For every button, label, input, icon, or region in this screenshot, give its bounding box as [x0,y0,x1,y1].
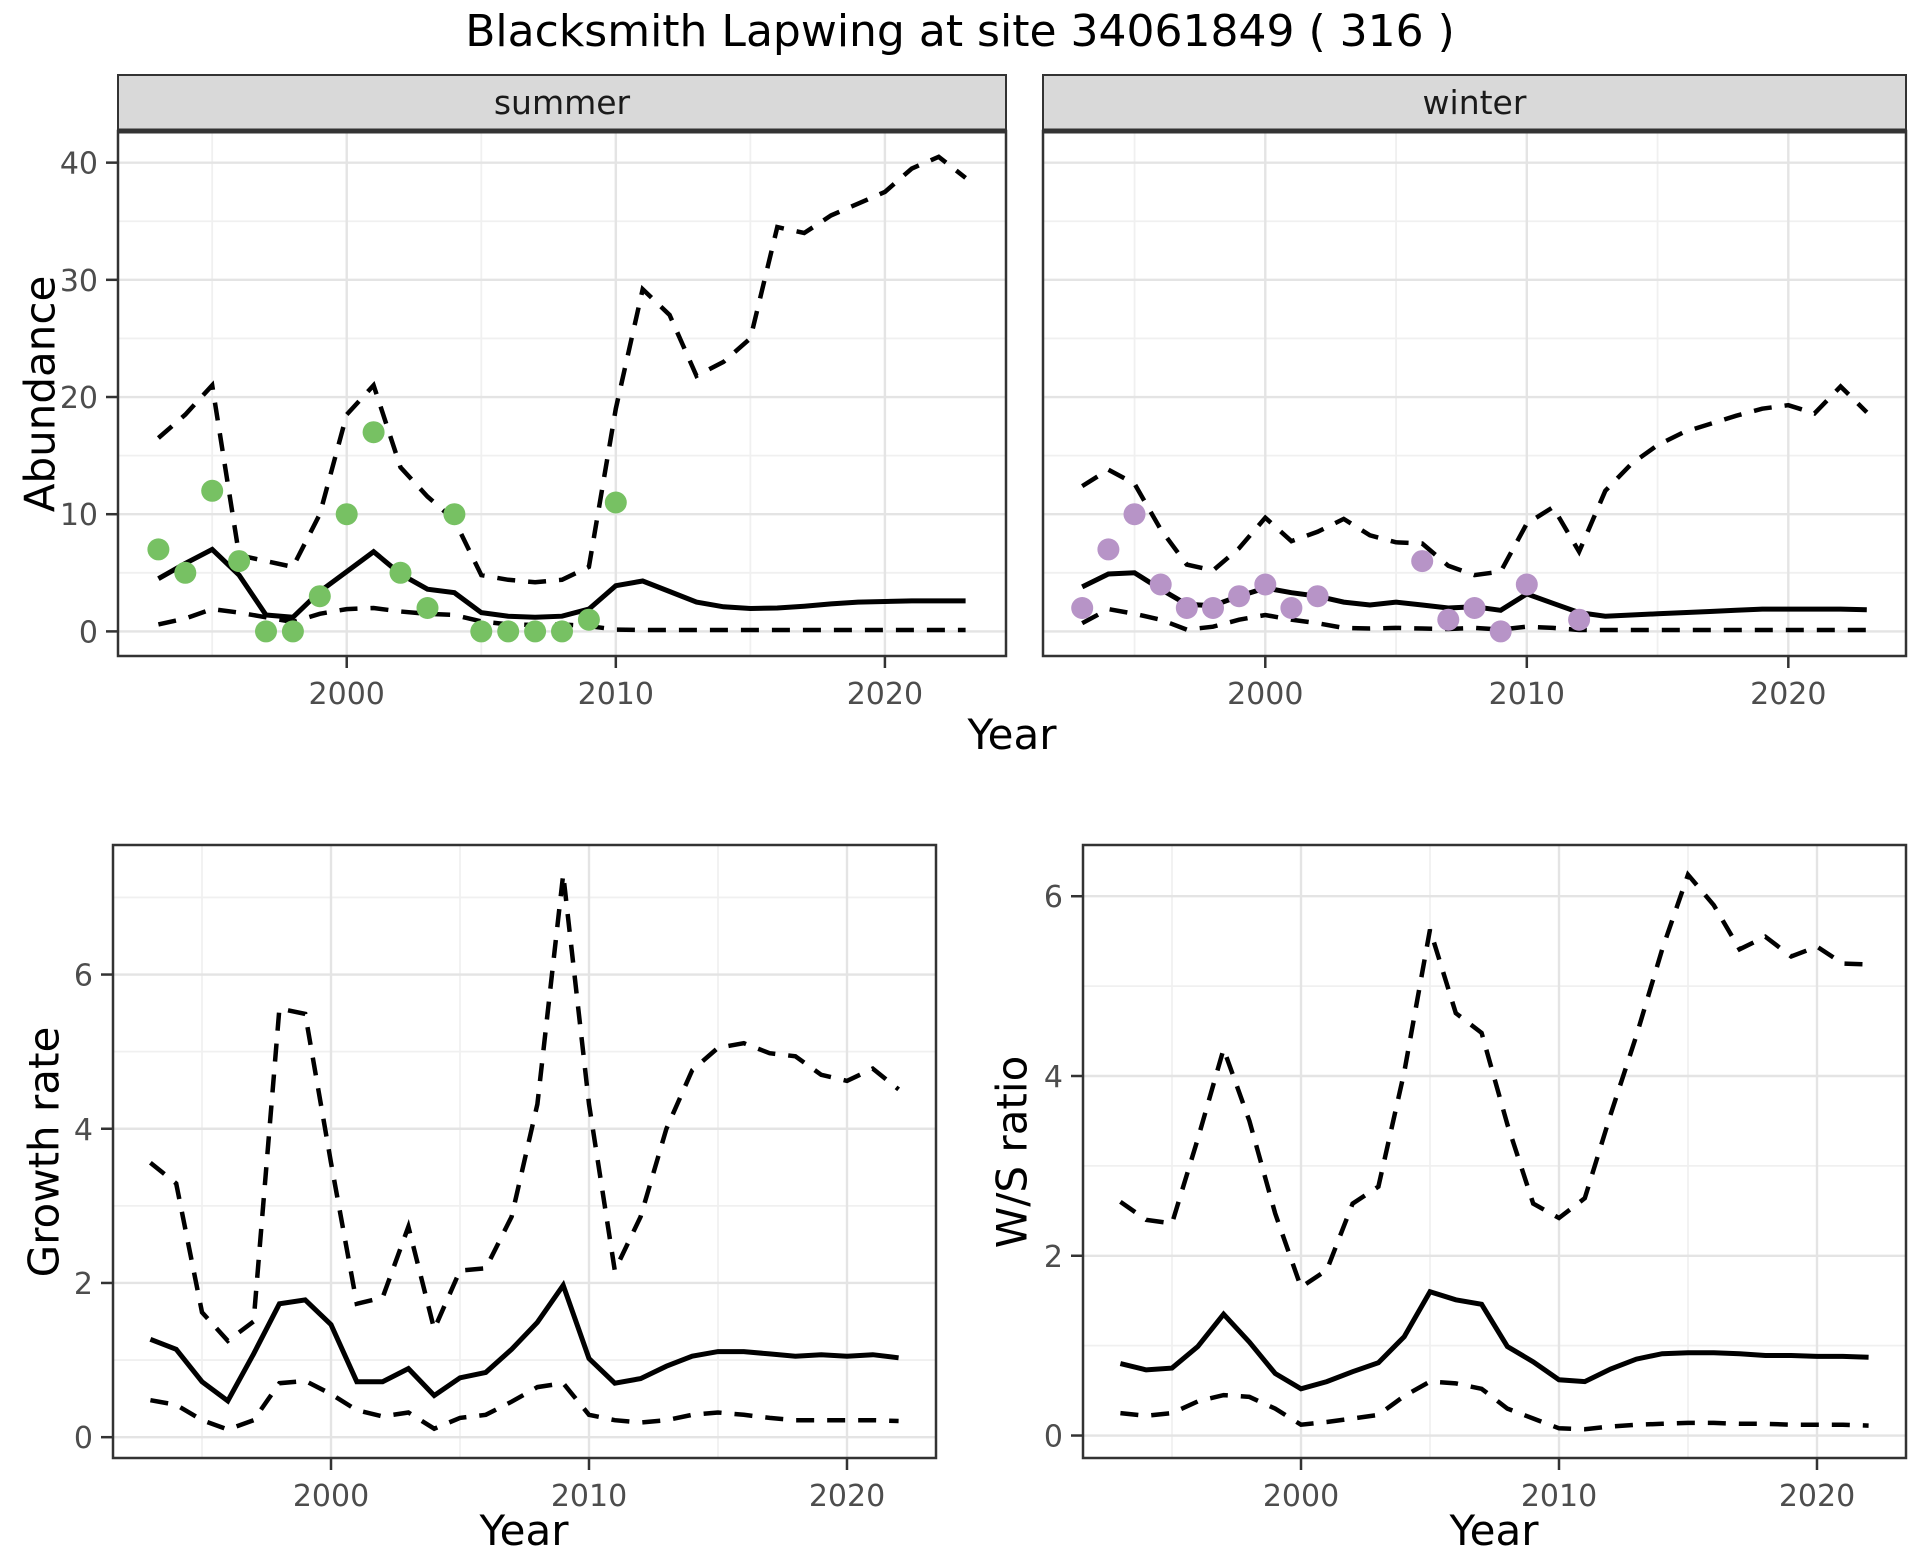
abundance_summer-observed-point [281,620,304,643]
y-tick-label: 2 [74,1267,93,1302]
abundance_winter-panel: 2000 2010 2020 [1041,74,1908,712]
y-tick-label: 0 [74,1421,93,1456]
y-axis-title-ws-ratio: W/S ratio [987,1055,1037,1249]
x-tick-label: 2000 [1227,677,1303,712]
abundance_summer-observed-point [228,550,251,573]
ws_ratio-panel: 2000 2010 2020 0 2 4 6 [1044,843,1908,1514]
ws_ratio-lower_ci-line [1120,1379,1869,1432]
abundance_summer-observed-point [389,561,412,584]
y-axis-title-growth-rate: Growth rate [19,1026,69,1278]
x-tick-label: 2010 [551,1479,627,1514]
y-tick-label: 10 [60,498,98,533]
y-tick-label: 4 [74,1113,93,1148]
abundance_winter-observed-point [1228,585,1251,608]
abundance_winter-observed-point [1568,608,1591,631]
abundance_winter-panel-background [1043,131,1906,656]
abundance_summer-mean-line [157,546,966,620]
x-tick-label: 2000 [1263,1479,1339,1514]
growth_rate-upper_ci-line [148,874,901,1344]
x-axis-title-year-ws: Year [1449,1506,1539,1555]
abundance_summer-observed-point [147,538,170,561]
abundance_winter-observed-point [1306,585,1329,608]
x-tick-label: 2000 [309,677,385,712]
x-tick-label: 2010 [1489,677,1565,712]
abundance_winter-observed-point [1463,597,1486,619]
ws_ratio-upper_ci-line [1119,870,1869,1291]
abundance_winter-facet-strip [1042,74,1907,132]
abundance_winter-observed-point [1097,538,1120,561]
x-tick-label: 2010 [1521,1479,1597,1514]
facet-label-summer: summer [493,83,631,122]
abundance_summer-observed-point [201,479,224,502]
abundance_winter-observed-point [1149,573,1172,596]
abundance_summer-observed-point [497,620,520,643]
growth_rate-panel: 2000 2010 2020 0 2 4 6 [74,843,938,1514]
y-tick-label: 40 [60,147,98,182]
abundance_summer-observed-point [470,620,493,643]
abundance_summer-observed-point [524,620,547,643]
x-tick-label: 2020 [1779,1479,1855,1514]
abundance_winter-observed-point [1411,550,1434,573]
y-axis-title-abundance: Abundance [15,275,65,513]
growth_rate-panel-background [113,845,936,1458]
ws_ratio-panel-background [1083,845,1906,1458]
abundance_winter-observed-point [1123,503,1146,526]
abundance_winter-observed-point [1515,573,1538,596]
x-tick-label: 2010 [578,677,654,712]
abundance_winter-observed-point [1437,608,1460,631]
x-tick-label: 2020 [847,677,923,712]
abundance_summer-observed-point [551,620,573,643]
plot-title: Blacksmith Lapwing at site 34061849 ( 31… [465,6,1455,57]
x-tick-label: 2000 [293,1479,369,1514]
growth_rate-lower_ci-line [150,1378,899,1432]
abundance_winter-observed-point [1175,597,1198,619]
abundance_summer-observed-point [416,597,439,619]
growth_rate-mean-line [149,1279,899,1405]
y-tick-label: 0 [1044,1420,1063,1455]
abundance_summer-observed-point [255,620,277,643]
abundance_winter-observed-point [1254,573,1277,596]
ws_ratio-mean-line [1119,1288,1869,1392]
abundance_summer-observed-point [335,503,358,526]
x-tick-label: 2020 [809,1479,885,1514]
abundance_summer-observed-point [577,608,600,631]
abundance_summer-observed-point [604,491,627,514]
abundance_summer-upper_ci-line [156,154,967,585]
abundance_summer-observed-point [443,503,466,526]
abundance_winter-observed-point [1489,620,1512,643]
abundance_summer-observed-point [174,561,197,584]
y-tick-label: 0 [79,615,98,650]
y-tick-label: 30 [60,264,98,299]
abundance_winter-lower_ci-line [1081,606,1867,633]
y-tick-label: 6 [1044,880,1063,915]
y-tick-label: 2 [1044,1240,1063,1275]
abundance_summer-observed-point [308,585,331,608]
abundance_summer-panel: 2000 2010 2020 0 10 20 30 40 [60,74,1008,712]
abundance_winter-observed-point [1071,597,1094,619]
ws_ratio-panel-border [1081,843,1908,1460]
x-axis-title-year-top: Year [967,710,1057,759]
y-tick-label: 20 [60,381,98,416]
abundance_summer-panel-background [118,131,1006,656]
x-tick-label: 2020 [1750,677,1826,712]
abundance_summer-observed-point [362,421,385,444]
y-tick-label: 4 [1044,1060,1063,1095]
x-axis-title-year-growth: Year [479,1506,569,1555]
abundance_winter-observed-point [1280,597,1303,619]
abundance_winter-upper_ci-line [1081,383,1869,578]
y-tick-label: 6 [74,959,93,994]
facet-label-winter: winter [1422,83,1527,122]
growth_rate-panel-border [111,843,938,1460]
abundance_winter-observed-point [1202,597,1224,619]
